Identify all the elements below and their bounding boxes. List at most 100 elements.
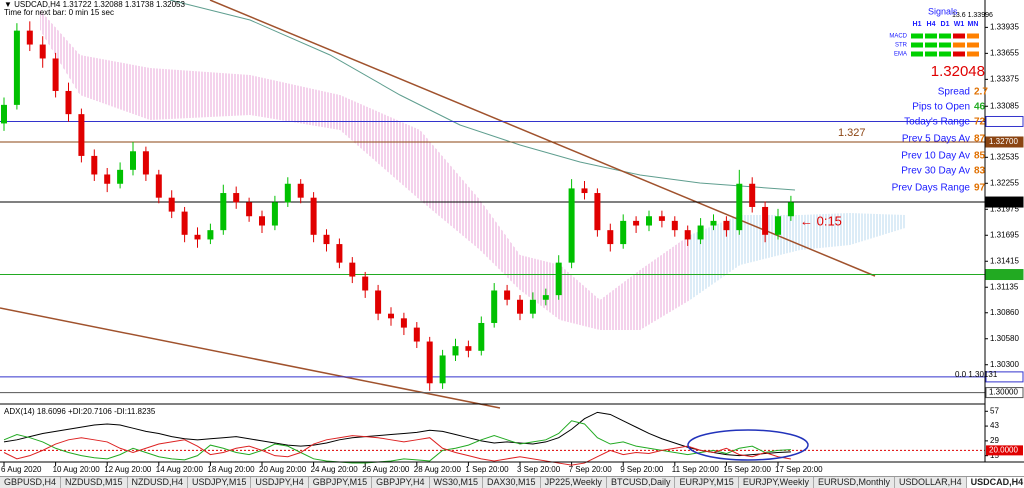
candle-body [142,151,149,175]
signal-label: STR [895,43,908,49]
y-tick-label: 1.31695 [990,230,1019,239]
candle-body [220,193,227,231]
signal-cell [925,42,937,48]
y-tick-label: 1.30580 [990,334,1019,343]
candle-body [787,202,794,217]
indicator-level-label: 20.0000 [989,445,1018,454]
candle-body [555,262,562,296]
x-tick-label: 17 Sep 20:00 [775,465,823,474]
symbol-tab[interactable]: JP225,Weekly [541,477,607,488]
x-tick-label: 28 Aug 20:00 [414,465,462,474]
candle-body [194,234,201,240]
symbol-tab[interactable]: BTCUSD,Daily [607,477,676,488]
chart-subtitle: Time for next bar: 0 min 15 sec [4,8,114,17]
symbol-tab[interactable]: USDOLLAR,H4 [895,477,967,488]
candle-body [736,183,743,231]
candle-body [658,216,665,221]
candle-body [130,151,136,170]
candle-body [633,220,640,226]
info-value: 2.7 [974,87,988,98]
candle-body [762,206,769,235]
symbol-tab[interactable]: USDJPY,M15 [188,477,252,488]
signal-label: MACD [889,34,907,40]
candle-body [310,197,317,235]
x-tick-label: 7 Sep 20:00 [569,465,613,474]
indicator-line [3,411,791,457]
y-tick-label: 1.30860 [990,308,1019,317]
candle-body [646,216,652,226]
signal-column: H1 [913,21,922,28]
candle-body [26,30,33,45]
trend-line [0,307,501,409]
bar-countdown: ← 0:15 [800,213,842,228]
candle-body [439,355,446,384]
candle-body [284,183,291,203]
candle-body [594,193,601,231]
candle-body [39,44,46,59]
candle-body [117,169,124,184]
indicator-line [3,420,791,464]
candle-body [775,216,781,235]
candle-body [452,346,459,356]
y-tick-label: 1.33085 [990,101,1019,110]
info-label: Spread [938,87,970,98]
level-box [985,371,1024,383]
candle-body [465,346,472,351]
candle-body [568,188,575,263]
x-tick-label: 15 Sep 20:00 [723,465,771,474]
candle-body [426,341,433,384]
candle-body [271,202,278,226]
candle-body [478,322,485,351]
symbol-tab[interactable]: USDJPY,H4 [251,477,309,488]
level-label: 1.30000 [989,388,1018,397]
signal-column: W1 [954,21,965,28]
highlight-ellipse [687,429,809,461]
symbol-tab[interactable]: GBPJPY,H4 [372,477,430,488]
y-tick-label: 1.31415 [990,256,1019,265]
info-value: 85 [974,151,986,162]
indicator-tick-label: 29 [990,436,999,445]
symbol-tab[interactable]: NZDUSD,H4 [128,477,189,488]
symbol-tab[interactable]: EURJPY,Weekly [739,477,815,488]
candle-body [581,188,588,194]
tab-bar: GBPUSD,H4 NZDUSD,M15 NZDUSD,H4 USDJPY,M15 US… [0,476,1024,488]
signal-column: MN [968,21,979,28]
candle-body [362,276,369,291]
candle-body [517,299,523,314]
x-tick-label: 9 Sep 20:00 [620,465,664,474]
candle-body [207,230,214,240]
fib-label: 0.0 1.30131 [955,370,998,379]
candle-body [297,183,304,198]
candle-body [349,262,356,277]
y-tick-label: 1.32535 [990,152,1019,161]
symbol-tab[interactable]: GBPJPY,M15 [309,477,373,488]
info-value: 87 [974,134,986,145]
signal-cell [967,51,979,57]
symbol-tab[interactable]: GBPUSD,H4 [0,477,62,488]
x-tick-label: 26 Aug 20:00 [362,465,410,474]
candle-body [91,155,98,175]
signal-column: H4 [927,21,936,28]
candle-body [78,114,85,156]
level-box [985,269,1024,281]
symbol-tab[interactable]: WS30,M15 [430,477,484,488]
signal-cell [967,42,979,48]
moving-average [169,0,796,191]
x-tick-label: 20 Aug 20:00 [259,465,307,474]
info-label: Prev Days Range [892,183,971,194]
candle-body [697,225,704,240]
symbol-tab[interactable]: EURJPY,M15 [675,477,739,488]
ichimoku-cloud [40,10,690,330]
symbol-tab[interactable]: EURUSD,Monthly [814,477,896,488]
symbol-tab[interactable]: NZDUSD,M15 [61,477,128,488]
candle-body [710,220,717,226]
candle-body [671,220,678,231]
info-label: Prev 30 Day Av [901,166,970,177]
level-box [985,136,1024,148]
signal-cell [939,42,951,48]
symbol-tab[interactable]: USDCAD,H4 [966,477,1024,488]
symbol-tab[interactable]: DAX30,M15 [483,477,541,488]
candle-body [504,290,511,300]
signal-cell [925,33,937,39]
